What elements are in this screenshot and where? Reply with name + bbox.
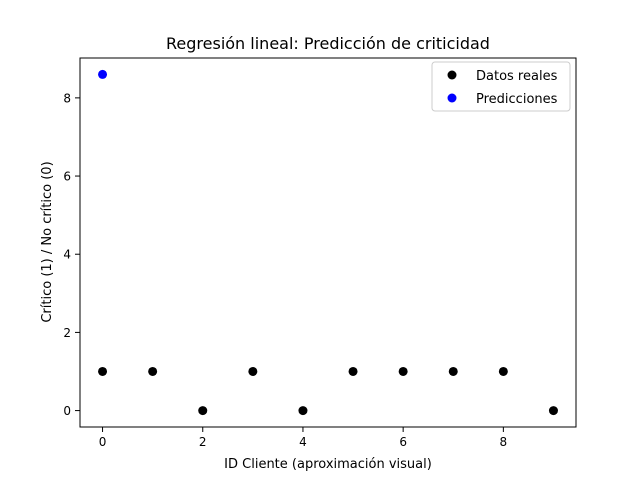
legend-marker-datos-reales: [447, 70, 457, 80]
legend-label-predicciones: Predicciones: [476, 92, 558, 107]
plot-area: [98, 69, 558, 416]
y-tick-label: 0: [63, 404, 71, 418]
x-tick-label: 8: [500, 435, 508, 449]
point-predicciones: [98, 69, 108, 79]
y-axis-label: Crítico (1) / No crítico (0): [40, 161, 55, 322]
point-datos-reales: [298, 406, 308, 416]
legend-box: [431, 61, 571, 112]
point-datos-reales: [148, 366, 158, 376]
point-datos-reales: [448, 366, 458, 376]
y-axis: 0 2 4 6 8: [63, 91, 80, 418]
point-datos-reales: [248, 366, 258, 376]
x-tick-label: 4: [299, 435, 307, 449]
y-tick-label: 4: [63, 248, 71, 262]
point-datos-reales: [398, 366, 408, 376]
chart-title: Regresión lineal: Predicción de criticid…: [166, 34, 490, 53]
plot-frame: [79, 57, 577, 428]
y-tick-label: 8: [63, 91, 71, 105]
point-datos-reales: [498, 366, 508, 376]
x-tick-label: 2: [199, 435, 207, 449]
x-axis-label: ID Cliente (aproximación visual): [224, 457, 432, 472]
y-tick-label: 6: [63, 170, 71, 184]
point-datos-reales: [548, 406, 558, 416]
point-datos-reales: [198, 406, 208, 416]
legend-marker-predicciones: [447, 93, 457, 103]
point-datos-reales: [348, 366, 358, 376]
legend: Datos reales Predicciones: [431, 61, 571, 112]
x-tick-label: 0: [99, 435, 107, 449]
x-tick-label: 6: [399, 435, 407, 449]
x-axis: 0 2 4 6 8: [99, 427, 507, 449]
point-datos-reales: [98, 366, 108, 376]
legend-label-datos-reales: Datos reales: [476, 69, 558, 84]
y-tick-label: 2: [63, 326, 71, 340]
